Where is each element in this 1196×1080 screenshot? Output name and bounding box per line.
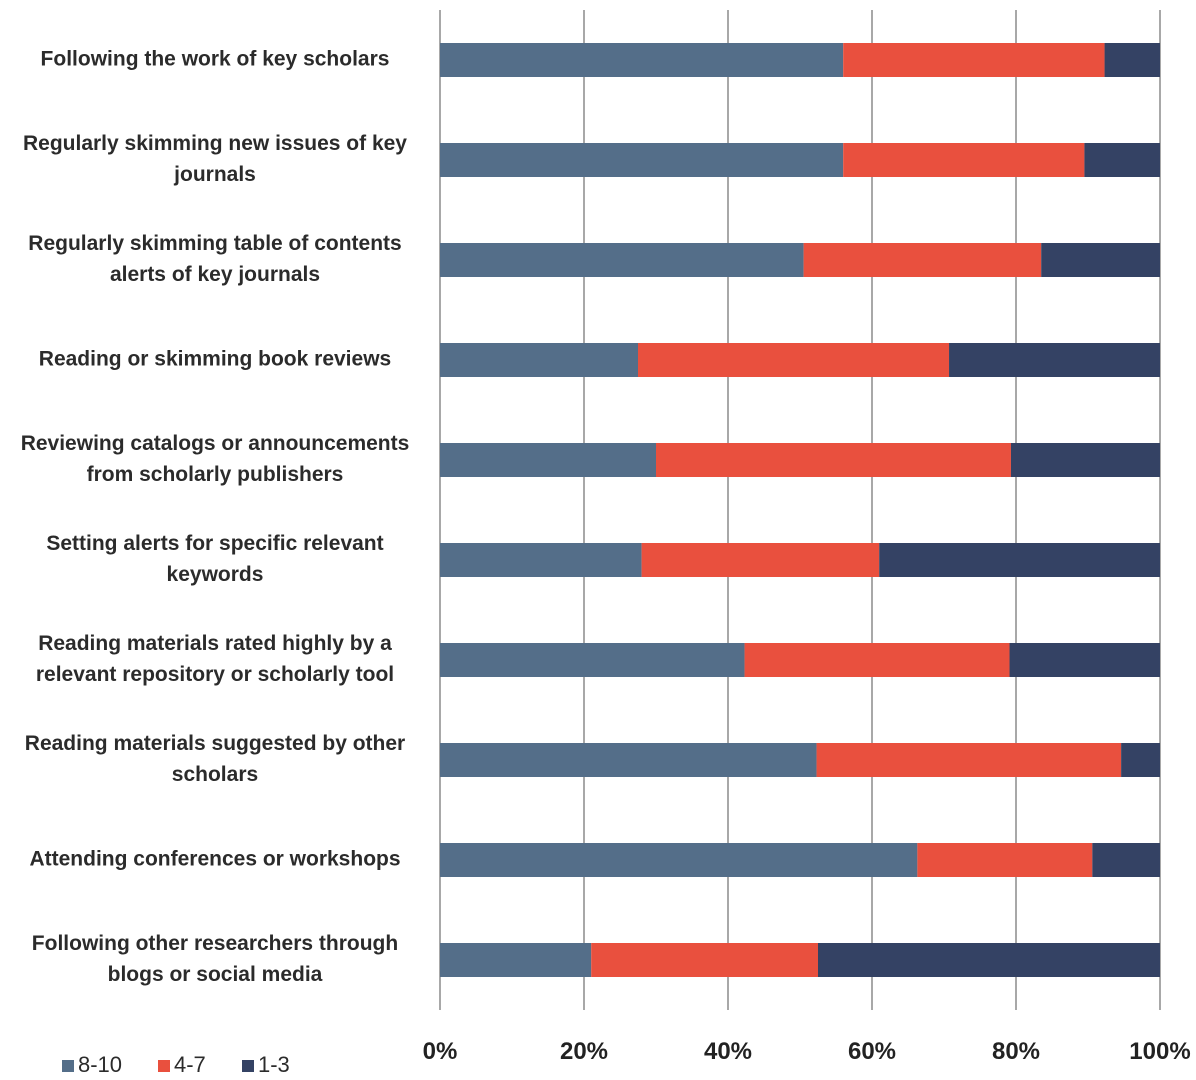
legend-swatch <box>62 1060 74 1072</box>
category-label: Reading materials rated highly by a relev… <box>36 632 394 686</box>
category-label-line: Attending conferences or workshops <box>29 848 400 871</box>
bar-segment <box>949 343 1160 377</box>
x-tick-label: 100% <box>1129 1038 1190 1065</box>
bar-segment <box>843 43 1105 77</box>
x-tick-label: 80% <box>992 1038 1040 1065</box>
bar-segment <box>803 243 1042 277</box>
category-label-line: journals <box>173 163 256 186</box>
bar-segment <box>440 343 638 377</box>
bar-segment <box>440 943 592 977</box>
category-label-line: Regularly skimming new issues of key <box>23 132 407 155</box>
legend-swatch <box>158 1060 170 1072</box>
bar-segment <box>656 443 1011 477</box>
bar-segment <box>440 43 844 77</box>
category-label: Following the work of key scholars <box>41 48 390 71</box>
bar-segment <box>816 743 1122 777</box>
category-label-line: Reading or skimming book reviews <box>39 348 391 371</box>
bar-segment <box>440 443 656 477</box>
bar-segment <box>1104 43 1160 77</box>
bar-segment <box>879 543 1160 577</box>
category-label-line: keywords <box>167 563 264 586</box>
category-label-line: scholars <box>172 763 258 786</box>
bar-segment <box>917 843 1093 877</box>
category-label-line: Reading materials suggested by other <box>25 732 405 755</box>
x-tick-label: 40% <box>704 1038 752 1065</box>
legend-swatch <box>242 1060 254 1072</box>
category-label-line: Following the work of key scholars <box>41 48 390 71</box>
bar-segment <box>591 943 818 977</box>
category-label-line: Setting alerts for specific relevant <box>46 532 383 555</box>
legend-label: 8-10 <box>78 1052 122 1077</box>
bar-segment <box>1041 243 1160 277</box>
legend-label: 1-3 <box>258 1052 290 1077</box>
category-label-line: relevant repository or scholarly tool <box>36 663 394 686</box>
x-tick-label: 20% <box>560 1038 608 1065</box>
category-label: Following other researchers through blogs… <box>32 932 398 986</box>
bar-segment <box>1121 743 1160 777</box>
bar-segment <box>440 643 745 677</box>
category-label-line: alerts of key journals <box>110 263 320 286</box>
category-label-line: Following other researchers through <box>32 932 398 955</box>
category-label-line: from scholarly publishers <box>87 463 344 486</box>
category-label: Reading materials suggested by other scho… <box>25 732 405 786</box>
bar-segment <box>440 143 844 177</box>
bar-segment <box>1009 643 1160 677</box>
legend-label: 4-7 <box>174 1052 206 1077</box>
bar-segment <box>440 843 918 877</box>
category-label: Attending conferences or workshops <box>29 848 400 871</box>
bar-segment <box>818 943 1160 977</box>
bar-segment <box>638 343 950 377</box>
category-label: Regularly skimming new issues of key jour… <box>23 132 407 186</box>
category-label: Setting alerts for specific relevant keyw… <box>46 532 383 586</box>
x-tick-label: 60% <box>848 1038 896 1065</box>
category-label-line: Reading materials rated highly by a <box>38 632 392 655</box>
bar-segment <box>744 643 1010 677</box>
bar-segment <box>843 143 1085 177</box>
category-label-line: Regularly skimming table of contents <box>28 232 401 255</box>
category-label: Reviewing catalogs or announcements from … <box>21 432 410 486</box>
bar-segment <box>440 243 804 277</box>
category-label-line: Reviewing catalogs or announcements <box>21 432 410 455</box>
bar-segment <box>641 543 880 577</box>
bar-segment <box>440 743 817 777</box>
x-tick-label: 0% <box>423 1038 458 1065</box>
bar-segment <box>1010 443 1160 477</box>
bar-segment <box>440 543 642 577</box>
category-label-line: blogs or social media <box>108 963 323 986</box>
bar-segment <box>1092 843 1160 877</box>
category-label: Reading or skimming book reviews <box>39 348 391 371</box>
category-label: Regularly skimming table of contents aler… <box>28 232 401 286</box>
bar-segment <box>1084 143 1160 177</box>
